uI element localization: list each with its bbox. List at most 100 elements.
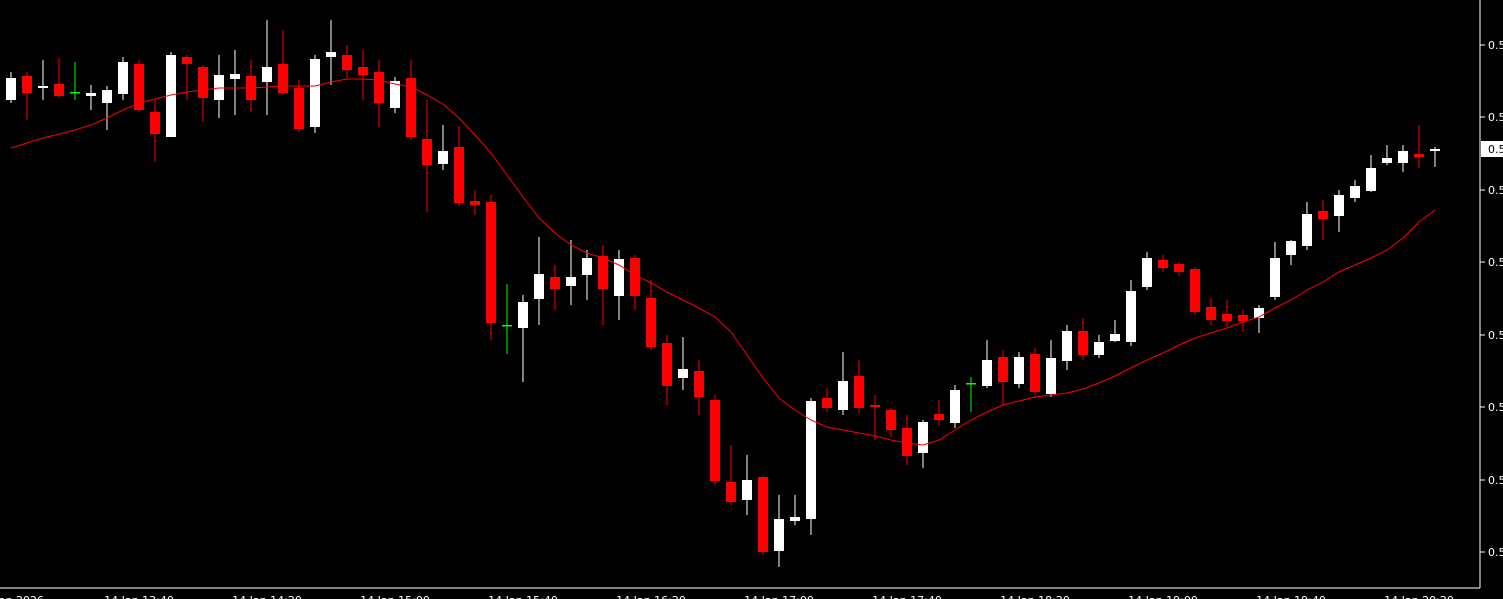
current-price-label: 0.5 [1488,143,1503,156]
candle-body [790,517,800,521]
candle-body [854,376,864,408]
candle-body [934,414,944,420]
candle-body [70,92,80,94]
candle-body [502,325,512,327]
candle-body [54,84,64,96]
y-tick-label: 0.5 [1488,184,1503,197]
candle-body [1270,258,1280,297]
x-tick-label: 14 Jan 20:20 [1384,594,1454,599]
y-tick-label: 0.5 [1488,39,1503,52]
candle-body [198,67,208,98]
candle-body [822,398,832,408]
candle-body [742,480,752,500]
candle-body [902,428,912,456]
candle-body [726,482,736,502]
candle-body [566,277,576,286]
candle-body [838,381,848,410]
candle-body [806,401,816,519]
candle-body [358,67,368,75]
candle-body [310,59,320,127]
x-tick-label: 14 Jan 17:40 [872,594,942,599]
x-tick-label: 14 Jan 15:00 [360,594,430,599]
candle-body [230,74,240,79]
candle-body [1254,308,1264,318]
candle-body [1302,214,1312,246]
candle-body [1206,307,1216,320]
candle-body [22,76,32,93]
candle-body [422,139,432,165]
candle-body [1366,168,1376,191]
candle-body [950,390,960,423]
candle-body [1078,331,1088,355]
candle-body [1238,315,1248,321]
y-tick-label: 0.5 [1488,111,1503,124]
candle-body [342,55,352,70]
candle-body [454,147,464,203]
candle-body [1382,158,1392,163]
candle-body [1398,151,1408,163]
candle-body [6,78,16,100]
candle-body [646,298,656,347]
candle-body [1334,195,1344,216]
candle-body [758,477,768,552]
candle-body [1174,264,1184,272]
candle-body [486,202,496,323]
x-tick-label: 14 Jan 18:20 [1000,594,1070,599]
x-tick-label: 14 Jan 19:00 [1128,594,1198,599]
candle-body [982,360,992,386]
candle-body [1142,258,1152,287]
candle-body [294,88,304,129]
y-tick-label: 0.5 [1488,546,1503,559]
y-tick-label: 0.5 [1488,329,1503,342]
y-tick-label: 0.5 [1488,256,1503,269]
x-tick-label: 14 Jan 14:20 [232,594,302,599]
current-price-box [1481,141,1503,157]
y-tick-label: 0.5 [1488,474,1503,487]
x-tick-label: 14 Jan 19:40 [1256,594,1326,599]
candle-body [326,52,336,57]
candle-body [774,519,784,551]
candle-body [166,55,176,137]
candle-body [534,274,544,299]
candle-body [518,302,528,328]
candle-body [918,422,928,453]
candle-body [470,201,480,205]
x-tick-label: 14 Jan 16:20 [616,594,686,599]
candle-body [1014,357,1024,384]
candle-body [150,112,160,134]
candle-body [134,64,144,110]
x-tick-label: 14 Jan 2026 [0,594,44,599]
candle-body [38,86,48,88]
candle-body [678,369,688,378]
candle-body [598,256,608,289]
candle-body [630,258,640,296]
y-tick-label: 0.5 [1488,401,1503,414]
candle-body [278,64,288,93]
candle-body [406,78,416,137]
candle-body [390,81,400,108]
x-tick-label: 14 Jan 15:40 [488,594,558,599]
candle-body [1110,334,1120,341]
candle-body [374,72,384,103]
candle-body [182,57,192,64]
candle-body [1094,342,1104,355]
candle-body [662,343,672,386]
candle-body [1350,186,1360,198]
x-tick-label: 14 Jan 17:00 [744,594,814,599]
candle-body [870,405,880,407]
x-tick-label: 14 Jan 13:40 [104,594,174,599]
candle-body [1430,149,1440,151]
candle-body [886,410,896,430]
moving-average [10,78,1436,446]
candle-body [1062,331,1072,361]
candle-body [1222,314,1232,321]
candle-body [1318,211,1328,219]
candle-body [438,151,448,164]
candle-body [1286,241,1296,255]
candle-body [582,258,592,275]
candle-body [550,277,560,289]
candle-body [1158,260,1168,268]
candle-body [998,357,1008,382]
